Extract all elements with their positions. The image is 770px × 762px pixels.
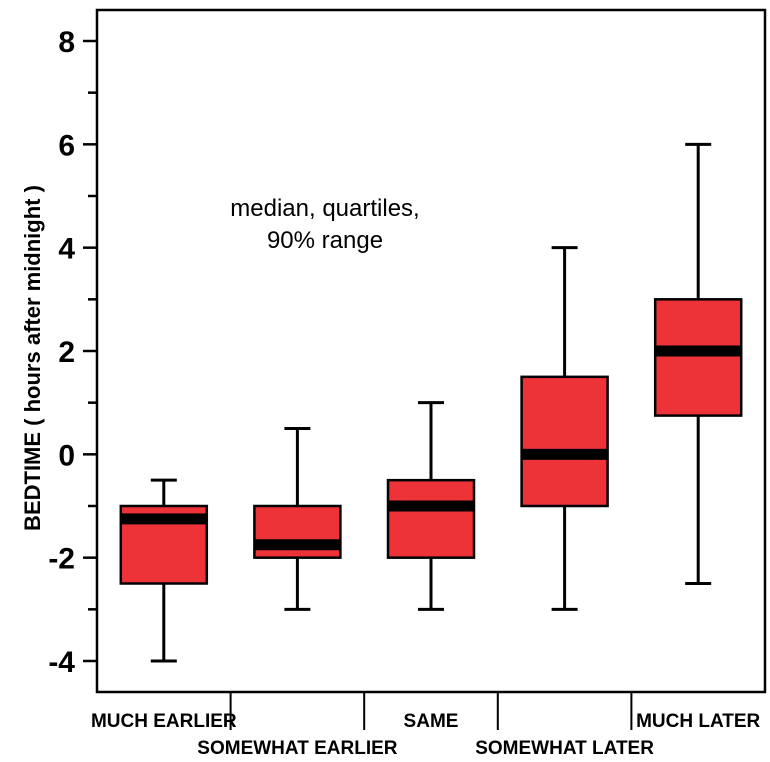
x-category-label: MUCH EARLIER (91, 711, 237, 732)
x-category-label: SOMEWHAT LATER (475, 738, 654, 759)
quartile-box (653, 298, 743, 417)
x-category-label: SAME (404, 711, 459, 732)
x-category-label: SOMEWHAT EARLIER (197, 738, 397, 759)
y-tick-label: 2 (58, 336, 75, 369)
median-bar (521, 448, 608, 460)
y-tick-label: 4 (58, 233, 75, 266)
box-group (386, 401, 476, 611)
box-group (119, 478, 209, 663)
median-bar (388, 500, 474, 512)
x-category-label: MUCH LATER (636, 711, 760, 732)
median-bar (655, 345, 742, 357)
axes: -4 -2 0 2 4 6 8 MUCH EARLIER SOMEWHAT EARLIER SAM… (48, 8, 767, 759)
median-bar (120, 513, 207, 525)
box-group (653, 142, 743, 585)
annotation-line-2: 90% range (267, 227, 383, 254)
y-axis-label: BEDTIME ( hours after midnight ) (20, 185, 45, 531)
y-tick-label: -2 (48, 543, 75, 576)
box-group (520, 246, 609, 611)
quartile-box (520, 375, 609, 508)
box-group (253, 427, 342, 611)
box-series (119, 142, 743, 663)
annotation-line-1: median, quartiles, (230, 195, 419, 222)
y-tick-label: 8 (58, 26, 75, 59)
y-tick-label: 0 (58, 439, 75, 472)
median-bar (254, 539, 341, 551)
y-tick-label: -4 (48, 646, 75, 679)
y-tick-label: 6 (58, 129, 75, 162)
quartile-box (386, 478, 476, 559)
